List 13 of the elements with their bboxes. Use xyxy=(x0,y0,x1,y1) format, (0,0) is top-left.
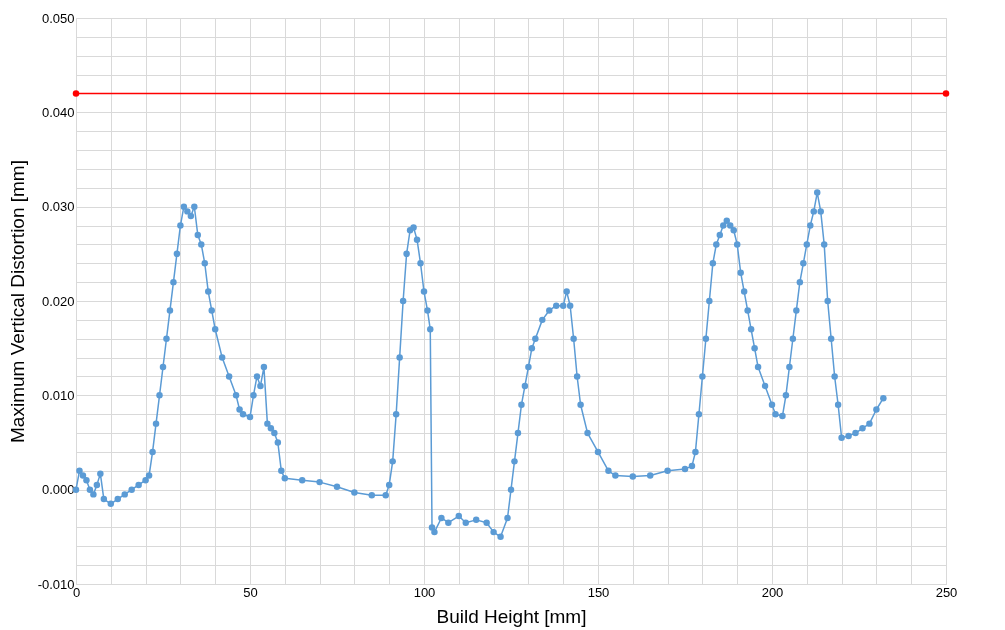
y-tick-label: 0.010 xyxy=(41,387,75,403)
x-tick-label: 150 xyxy=(587,584,610,600)
y-tick-label: 0.040 xyxy=(41,104,75,120)
y-axis-title: Maximum Vertical Distortion [mm] xyxy=(6,160,28,443)
y-tick-label: 0.050 xyxy=(41,10,75,26)
y-tick-label: 0.020 xyxy=(41,293,75,309)
x-tick-label: 100 xyxy=(413,584,436,600)
x-axis-title: Build Height [mm] xyxy=(436,605,587,627)
y-tick-label: 0.000 xyxy=(41,482,75,498)
x-tick-label: 50 xyxy=(243,584,258,600)
x-tick-label: 250 xyxy=(935,584,958,600)
x-tick-label: 200 xyxy=(761,584,784,600)
y-tick-label: 0.030 xyxy=(41,199,75,215)
